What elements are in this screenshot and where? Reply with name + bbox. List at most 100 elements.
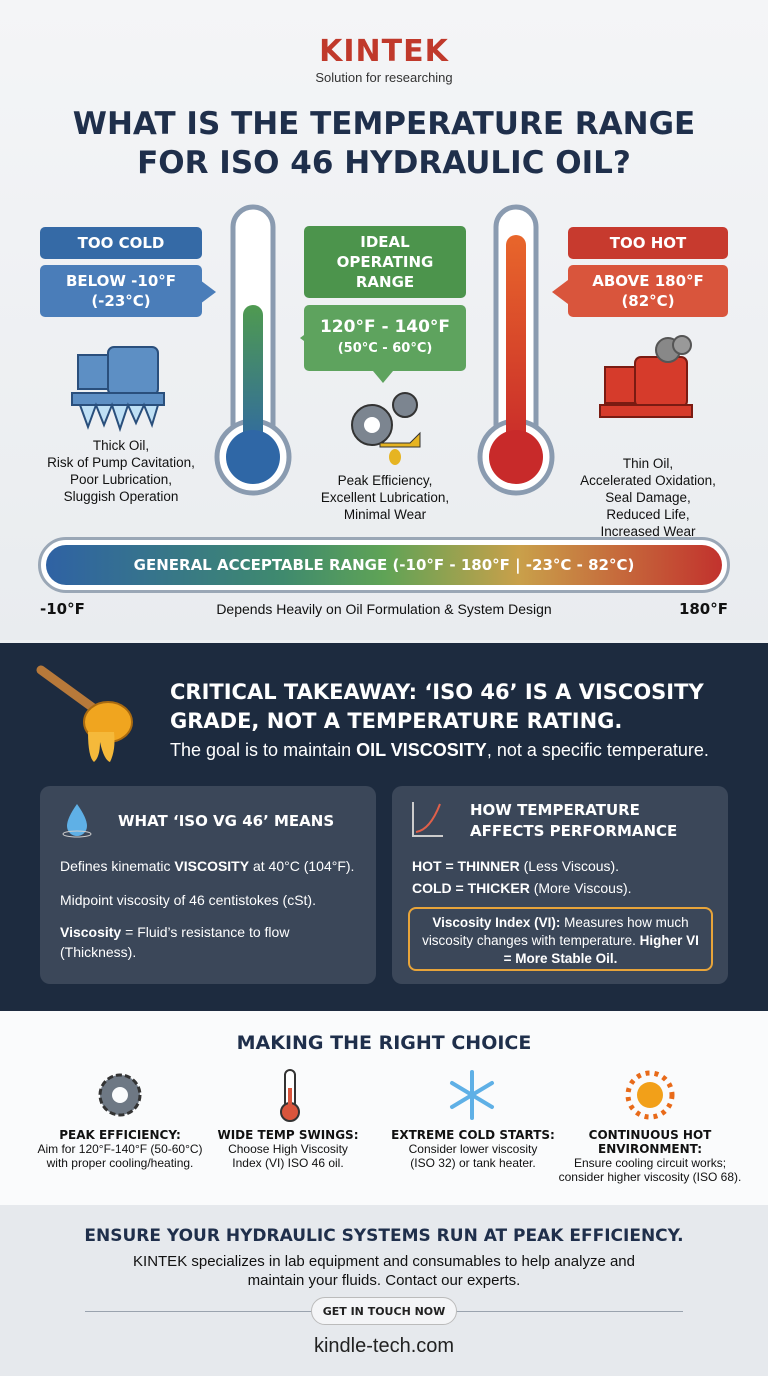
text-line: KINTEK specializes in lab equipment and …: [133, 1253, 635, 1270]
card-item: HOT = THINNER (Less Viscous).: [412, 856, 619, 876]
cold-range: BELOW -10°F (-23°C): [40, 265, 202, 317]
emphasis: Higher VI = More Stable Oil.: [503, 933, 699, 966]
line: Sluggish Operation: [63, 489, 179, 504]
emphasis: Viscosity: [60, 924, 122, 940]
line: Accelerated Oxidation,: [580, 473, 716, 488]
snowflake-icon: [450, 1070, 494, 1120]
emphasis: OIL VISCOSITY: [356, 740, 487, 760]
ideal-label: IDEAL OPERATING RANGE: [304, 226, 466, 298]
pump-hot-icon: [599, 335, 693, 418]
card-title: WHAT ‘ISO VG 46’ MEANS: [118, 812, 335, 830]
card-item: Midpoint viscosity of 46 centistokes (cS…: [60, 892, 316, 908]
ideal-range: 120°F - 140°F (50°C - 60°C): [304, 305, 466, 371]
title-line: AFFECTS PERFORMANCE: [470, 822, 678, 840]
title-line: WHAT IS THE TEMPERATURE RANGE: [72, 106, 696, 142]
footer-text: KINTEK specializes in lab equipment and …: [0, 1252, 768, 1290]
card-item: Defines kinematic VISCOSITY at 40°C (104…: [60, 856, 370, 876]
item-text: with proper cooling/heating.: [46, 1156, 194, 1170]
title-line: FOR ISO 46 HYDRAULIC OIL?: [137, 145, 631, 181]
main-title: WHAT IS THE TEMPERATURE RANGE FOR ISO 46 …: [0, 105, 768, 183]
text: The goal is to maintain: [170, 740, 357, 760]
emphasis: VISCOSITY: [174, 858, 250, 874]
hot-range: ABOVE 180°F (82°C): [568, 265, 728, 317]
line: Seal Damage,: [605, 490, 691, 505]
drop-icon: [62, 804, 92, 838]
line: Reduced Life,: [606, 507, 690, 522]
item-title: EXTREME COLD STARTS:: [391, 1128, 555, 1142]
line: Thick Oil,: [92, 438, 150, 453]
footer-headline: ENSURE YOUR HYDRAULIC SYSTEMS RUN AT PEA…: [84, 1226, 684, 1246]
choice-item: EXTREME COLD STARTS: Consider lower visco…: [383, 1128, 563, 1170]
thermometers: [71, 204, 693, 496]
choice-item: PEAK EFFICIENCY: Aim for 120°F-140°F (50-…: [25, 1128, 215, 1170]
hot-label: TOO HOT: [568, 227, 728, 259]
card-item: Viscosity = Fluid’s resistance to flow (…: [60, 922, 350, 962]
item-text: Aim for 120°F-140°F (50-60°C): [37, 1142, 203, 1156]
item-title: ENVIRONMENT:: [598, 1142, 702, 1156]
cta-button[interactable]: GET IN TOUCH NOW: [311, 1297, 457, 1325]
choice-item: WIDE TEMP SWINGS: Choose High Viscosity In…: [203, 1128, 373, 1170]
choice-item: CONTINUOUS HOT ENVIRONMENT: Ensure cooling…: [550, 1128, 750, 1184]
cold-description: Thick Oil, Risk of Pump Cavitation, Poor L…: [20, 437, 222, 505]
card-title: HOW TEMPERATURE AFFECTS PERFORMANCE: [470, 800, 677, 842]
range-line: (-23°C): [91, 292, 151, 310]
thermometer-cold: [214, 204, 292, 496]
text: Measures how much viscosity changes with…: [422, 915, 689, 948]
title-line: CRITICAL TAKEAWAY: ‘ISO 46’ IS A VISCOSI…: [170, 680, 704, 704]
cold-label: TOO COLD: [40, 227, 202, 259]
text-line: maintain your fluids. Contact our expert…: [247, 1272, 521, 1289]
hot-description: Thin Oil, Accelerated Oxidation, Seal Dama…: [548, 455, 748, 540]
pump-cold-icon: [71, 346, 165, 433]
thermometer-hot: [477, 204, 555, 496]
thermometer-icon: [280, 1069, 300, 1122]
range-left: -10°F: [40, 600, 85, 618]
item-title: PEAK EFFICIENCY:: [59, 1128, 181, 1142]
range-note: Depends Heavily on Oil Formulation & Sys…: [216, 601, 552, 617]
takeaway-title: CRITICAL TAKEAWAY: ‘ISO 46’ IS A VISCOSI…: [170, 678, 704, 736]
line: Peak Efficiency,: [337, 473, 433, 488]
arrow: [200, 280, 228, 304]
vi-note: Viscosity Index (VI): Measures how much …: [408, 907, 713, 971]
item-text: Index (VI) ISO 46 oil.: [232, 1156, 344, 1170]
choice-icons: [98, 1069, 675, 1122]
ideal-description: Peak Efficiency, Excellent Lubrication, Mi…: [290, 472, 480, 523]
line: Excellent Lubrication,: [320, 490, 450, 505]
range-line: ABOVE 180°F: [592, 272, 704, 290]
range-right: 180°F: [678, 600, 728, 618]
item-text: consider higher viscosity (ISO 68).: [558, 1170, 742, 1184]
sun-icon: [625, 1070, 675, 1120]
line: Minimal Wear: [343, 507, 427, 522]
item-text: Ensure cooling circuit works;: [573, 1156, 727, 1170]
gear-icon: [98, 1073, 142, 1117]
item-title: WIDE TEMP SWINGS:: [217, 1128, 359, 1142]
label-line: IDEAL: [360, 233, 410, 251]
text: Defines kinematic: [60, 858, 175, 874]
emphasis: Viscosity Index (VI):: [432, 915, 561, 930]
text: at 40°C (104°F).: [249, 858, 355, 874]
range-line: (50°C - 60°C): [337, 341, 433, 356]
text: (Less Viscous).: [519, 858, 620, 874]
line: Increased Wear: [600, 524, 696, 539]
gear-oil-icon: [351, 392, 421, 465]
tagline: Solution for researching: [315, 70, 453, 85]
takeaway-subtitle: The goal is to maintain OIL VISCOSITY, n…: [170, 740, 709, 761]
footer: [0, 1205, 768, 1376]
range-bar: GENERAL ACCEPTABLE RANGE (-10°F - 180°F …: [46, 545, 722, 585]
title-line: HOW TEMPERATURE: [470, 801, 640, 819]
line: Thin Oil,: [622, 456, 674, 471]
arrow: [288, 326, 316, 350]
range-line: BELOW -10°F: [65, 272, 177, 290]
line: Risk of Pump Cavitation,: [47, 455, 195, 470]
item-title: CONTINUOUS HOT: [588, 1128, 712, 1142]
text: (More Viscous).: [529, 880, 632, 896]
card: WHAT ‘ISO VG 46’ MEANS Defines kinematic…: [40, 786, 376, 984]
choice-title: MAKING THE RIGHT CHOICE: [236, 1032, 532, 1054]
chart-icon: [412, 802, 443, 837]
card: HOW TEMPERATURE AFFECTS PERFORMANCE HOT =…: [392, 786, 728, 984]
range-line: 120°F - 140°F: [319, 317, 451, 337]
arrow: [373, 371, 393, 393]
item-text: (ISO 32) or tank heater.: [410, 1156, 536, 1170]
footer-url[interactable]: kindle-tech.com: [313, 1335, 455, 1357]
arrow: [540, 280, 568, 304]
